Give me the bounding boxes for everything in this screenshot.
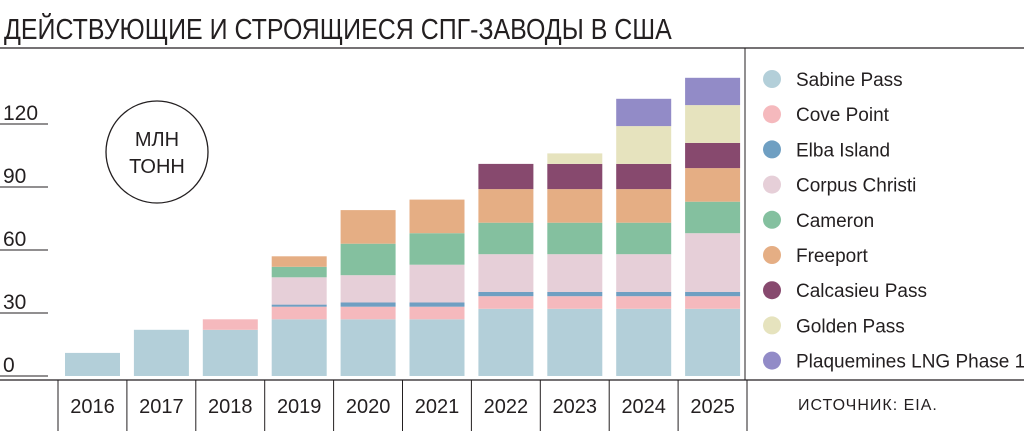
x-tick-label: 2018 xyxy=(208,396,253,418)
bar-segment xyxy=(340,243,396,276)
bar-segment xyxy=(547,296,603,309)
legend-label: Golden Pass xyxy=(796,316,905,337)
bar-segment xyxy=(685,233,741,292)
legend-label: Corpus Christi xyxy=(796,176,916,197)
bar-segment xyxy=(271,277,327,305)
bar-segment xyxy=(271,306,327,320)
legend-label: Sabine Pass xyxy=(796,70,903,91)
bar-segment xyxy=(685,201,741,234)
bar-segment xyxy=(685,105,741,143)
x-tick-label: 2025 xyxy=(690,396,735,418)
bar-segment xyxy=(202,329,258,376)
bar-segment xyxy=(616,308,672,376)
bar-segment xyxy=(478,189,534,223)
legend: Sabine Pass Cove Point Elba Island Corpus C… xyxy=(763,70,1024,373)
legend-swatch xyxy=(763,140,781,159)
legend-swatch xyxy=(763,175,781,194)
bar-segment xyxy=(478,296,534,309)
bar-segment xyxy=(616,98,672,127)
legend-label: Cameron xyxy=(796,211,874,232)
bar-segment xyxy=(271,256,327,267)
x-tick-label: 2021 xyxy=(415,396,460,418)
bar-segment xyxy=(616,126,672,164)
bar-segment xyxy=(616,222,672,255)
legend-swatch xyxy=(763,246,781,264)
bar-segment xyxy=(409,264,465,303)
bar-segment xyxy=(685,292,741,297)
legend-swatch xyxy=(763,316,781,335)
bar-segment xyxy=(271,304,327,307)
y-tick-label: 90 xyxy=(3,165,26,188)
chart-title: ДЕЙСТВУЮЩИЕ И СТРОЯЩИЕСЯ СПГ-ЗАВОДЫ В СШ… xyxy=(4,14,672,46)
bars-group xyxy=(65,77,741,376)
legend-label: Plaquemines LNG Phase 1 xyxy=(796,352,1024,373)
x-tick-label: 2023 xyxy=(553,396,598,418)
bar-segment xyxy=(616,296,672,309)
legend-label: Elba Island xyxy=(796,140,890,161)
legend-label: Cove Point xyxy=(796,105,890,126)
legend-label: Freeport xyxy=(796,246,869,267)
bar-segment xyxy=(340,210,396,244)
y-tick-label: 60 xyxy=(3,228,26,251)
y-tick-label: 120 xyxy=(3,102,38,125)
x-axis: 2016 2017 2018 2019 2020 2021 2022 2023 2024 2025 xyxy=(0,379,1024,431)
bar-segment xyxy=(685,142,741,169)
y-tick-label: 30 xyxy=(3,291,26,314)
bar-segment xyxy=(616,163,672,190)
legend-swatch xyxy=(763,210,781,229)
bar-segment xyxy=(547,163,603,190)
bar-segment xyxy=(478,308,534,376)
bar-segment xyxy=(202,319,258,330)
source-note: ИСТОЧНИК: EIA. xyxy=(798,397,938,414)
bar-segment xyxy=(547,189,603,223)
bar-segment xyxy=(547,292,603,297)
unit-circle xyxy=(105,100,209,204)
bar-segment xyxy=(478,254,534,292)
bar-segment xyxy=(340,319,396,376)
y-tick-label: 0 xyxy=(3,354,15,377)
bar-segment xyxy=(547,308,603,376)
legend-swatch xyxy=(763,351,781,370)
x-tick-label: 2020 xyxy=(346,396,391,418)
y-axis: 0 30 60 90 120 xyxy=(0,102,48,377)
x-tick-label: 2019 xyxy=(277,396,322,418)
bar-segment xyxy=(478,292,534,297)
legend-swatch xyxy=(763,105,781,124)
legend-swatch xyxy=(763,281,781,300)
bar-segment xyxy=(409,302,465,307)
bar-segment xyxy=(616,189,672,223)
bar-segment xyxy=(547,153,603,164)
bar-segment xyxy=(409,199,465,234)
bar-segment xyxy=(478,222,534,255)
bar-segment xyxy=(409,233,465,265)
bar-segment xyxy=(685,296,741,309)
bar-segment xyxy=(65,352,120,376)
bar-segment xyxy=(409,319,465,376)
unit-badge: МЛН ТОНН xyxy=(105,100,209,204)
bar-segment xyxy=(271,319,327,376)
bar-segment xyxy=(409,306,465,320)
x-tick-label: 2016 xyxy=(70,396,115,418)
x-tick-label: 2024 xyxy=(621,396,666,418)
bar-segment xyxy=(271,266,327,278)
legend-label: Calcasieu Pass xyxy=(796,281,927,302)
bar-segment xyxy=(547,222,603,255)
bar-segment xyxy=(616,292,672,297)
bar-segment xyxy=(340,302,396,307)
bar-segment xyxy=(340,306,396,320)
legend-swatch xyxy=(763,70,781,88)
x-tick-label: 2022 xyxy=(484,396,529,418)
bar-segment xyxy=(685,77,741,106)
bar-segment xyxy=(547,254,603,292)
unit-label-line1: МЛН xyxy=(135,129,179,151)
bar-segment xyxy=(685,168,741,202)
bar-segment xyxy=(133,329,189,376)
unit-label-line2: ТОНН xyxy=(129,156,185,178)
bar-segment xyxy=(616,254,672,292)
x-tick-label: 2017 xyxy=(139,396,184,418)
bar-segment xyxy=(478,163,534,190)
bar-segment xyxy=(685,308,741,376)
bar-segment xyxy=(340,275,396,303)
